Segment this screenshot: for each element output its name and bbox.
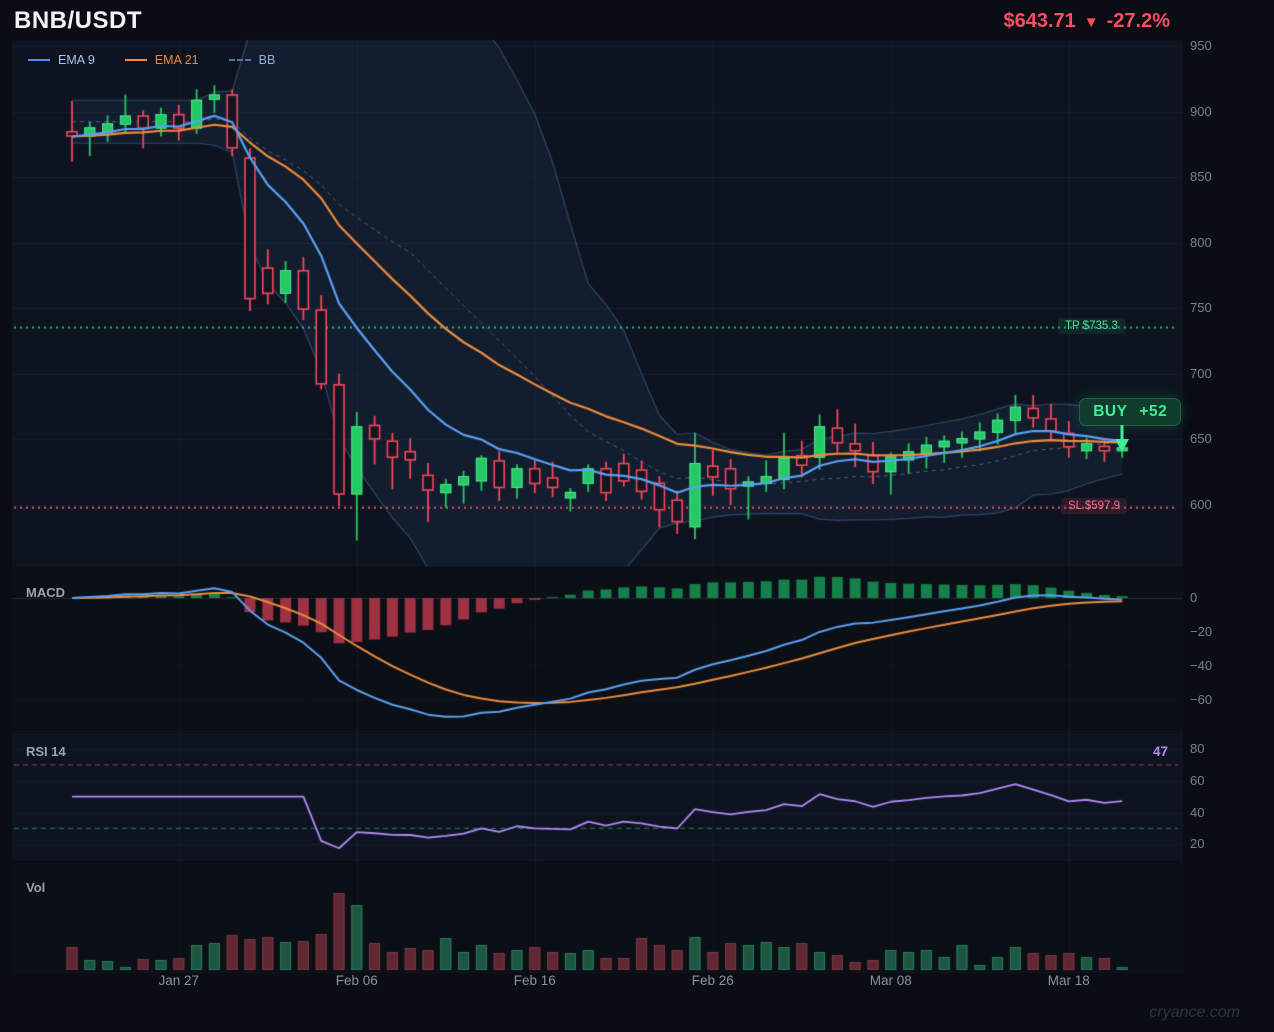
macd-axis-tick: −20 <box>1190 624 1213 639</box>
y-axis-tick: 650 <box>1190 431 1212 447</box>
x-axis-tick: Feb 06 <box>335 973 378 988</box>
y-axis-tick: 850 <box>1190 169 1212 185</box>
legend-label-bb: BB <box>258 53 276 67</box>
macd-axis-tick: −40 <box>1190 658 1213 673</box>
vol-panel-title: Vol <box>26 880 46 895</box>
symbol-title: BNB/USDT <box>14 7 142 34</box>
down-triangle-icon: ▼ <box>1083 14 1099 31</box>
rsi-panel-title: RSI 14 <box>26 744 66 759</box>
macd-axis-tick: 0 <box>1190 590 1198 605</box>
legend-item-bb[interactable]: BB <box>228 53 276 67</box>
indicator-legend: EMA 9 EMA 21 BB <box>28 53 275 67</box>
y-axis-tick: 800 <box>1190 234 1212 250</box>
price-readout: $643.71 ▼ -27.2% <box>1003 10 1170 33</box>
take-profit-label[interactable]: TP $735.3 <box>1058 317 1125 334</box>
x-axis-tick: Mar 18 <box>1047 973 1090 988</box>
y-axis-tick: 900 <box>1190 103 1212 119</box>
y-axis-tick: 950 <box>1190 38 1212 53</box>
rsi-axis-tick: 60 <box>1190 772 1205 788</box>
rsi-axis-tick: 20 <box>1190 836 1205 852</box>
y-axis-tick: 750 <box>1190 300 1212 316</box>
rsi-value: 47 <box>1152 744 1168 759</box>
rsi-axis-tick: 80 <box>1190 741 1205 756</box>
price-change: -27.2% <box>1106 10 1170 32</box>
buy-strength: +52 <box>1139 403 1168 420</box>
ema21-line-swatch <box>124 59 147 61</box>
legend-label-ema21: EMA 21 <box>154 53 199 67</box>
buy-label: BUY <box>1093 403 1128 420</box>
x-axis-tick: Feb 16 <box>513 973 556 988</box>
y-axis-tick: 700 <box>1190 365 1212 381</box>
macd-axis-tick: −60 <box>1190 692 1213 707</box>
y-axis-tick: 600 <box>1190 496 1212 512</box>
legend-item-ema21[interactable]: EMA 21 <box>124 53 199 67</box>
buy-signal-badge: BUY +52 <box>1079 398 1182 426</box>
ema9-line-swatch <box>28 59 50 61</box>
x-axis-tick: Mar 08 <box>869 973 912 988</box>
bb-dash-swatch <box>228 59 251 61</box>
stop-loss-label[interactable]: SL $597.9 <box>1061 497 1128 514</box>
rsi-axis-tick: 40 <box>1190 804 1205 820</box>
x-axis-tick: Feb 26 <box>691 973 734 988</box>
buy-arrow-icon <box>1115 425 1130 452</box>
watermark: cryance.com <box>1149 1004 1240 1021</box>
macd-panel-title: MACD <box>26 585 65 600</box>
legend-item-ema9[interactable]: EMA 9 <box>28 53 95 67</box>
legend-label-ema9: EMA 9 <box>58 53 95 67</box>
last-price: $643.71 <box>1003 10 1076 32</box>
x-axis-tick: Jan 27 <box>158 973 200 988</box>
